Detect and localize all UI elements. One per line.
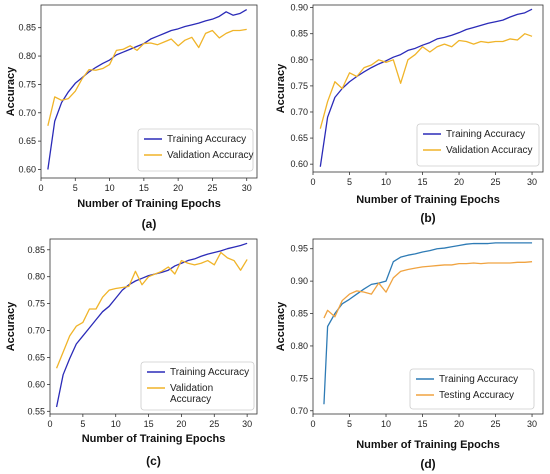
chart-4-series-line-1 bbox=[323, 242, 533, 405]
chart-2-x-tick-label-2: 10 bbox=[381, 177, 391, 187]
chart-3-legend-label-2-line-2: Accuracy bbox=[170, 394, 211, 405]
chart-3-y-tick-label-0: 0.55 bbox=[27, 406, 45, 416]
chart-3-y-axis-label: Accuracy bbox=[5, 301, 17, 351]
chart-4-series-line-2 bbox=[323, 261, 533, 319]
chart-4-x-tick-label-6: 30 bbox=[527, 419, 537, 429]
chart-3-series-line-2 bbox=[55, 251, 248, 369]
chart-2-x-tick-label-3: 15 bbox=[418, 177, 428, 187]
chart-3-y-tick-label-4: 0.75 bbox=[27, 299, 45, 309]
chart-3-x-tick-label-0: 0 bbox=[47, 419, 52, 429]
chart-3-x-tick-label-2: 10 bbox=[111, 419, 121, 429]
chart-2-y-tick-label-4: 0.80 bbox=[290, 55, 308, 65]
chart-1-x-tick-label-3: 15 bbox=[139, 183, 149, 193]
chart-3-y-tick-label-1: 0.60 bbox=[27, 379, 45, 389]
chart-2-y-tick-label-5: 0.85 bbox=[290, 29, 308, 39]
chart-1-legend-label-2: Validation Accuracy bbox=[167, 150, 254, 161]
chart-2-series-line-2 bbox=[319, 33, 533, 129]
chart-4-plot-frame bbox=[312, 238, 544, 415]
chart-1-y-tick-label-0: 0.60 bbox=[18, 164, 36, 174]
chart-1-y-tick-label-1: 0.65 bbox=[18, 136, 36, 146]
chart-2-legend-label-1: Training Accuracy bbox=[446, 129, 525, 140]
chart-2-x-tick-label-4: 20 bbox=[454, 177, 464, 187]
chart-4-legend-label-1: Training Accuracy bbox=[439, 374, 518, 385]
chart-2-y-axis-label: Accuracy bbox=[275, 63, 287, 113]
chart-2-y-tick-label-3: 0.75 bbox=[290, 81, 308, 91]
chart-2-x-tick-label-1: 5 bbox=[347, 177, 352, 187]
chart-4-panel-label: (d) bbox=[420, 457, 435, 471]
chart-1-legend-label-1: Training Accuracy bbox=[167, 134, 246, 145]
chart-4-x-tick-label-5: 25 bbox=[491, 419, 501, 429]
chart-2-y-tick-label-0: 0.60 bbox=[290, 159, 308, 169]
chart-1-y-tick-label-5: 0.85 bbox=[18, 23, 36, 33]
chart-4-y-axis-label: Accuracy bbox=[275, 301, 287, 351]
chart-1-series-line-2 bbox=[47, 28, 247, 126]
chart-1-legend-box bbox=[137, 128, 254, 172]
chart-4-y-tick-label-3: 0.85 bbox=[290, 309, 308, 319]
chart-1-x-tick-label-0: 0 bbox=[38, 183, 43, 193]
chart-1-plot-frame bbox=[40, 4, 258, 179]
chart-1-x-tick-label-1: 5 bbox=[73, 183, 78, 193]
chart-2-legend-box bbox=[416, 123, 540, 167]
chart-4-x-tick-label-2: 10 bbox=[381, 419, 391, 429]
chart-1-y-tick-label-4: 0.80 bbox=[18, 51, 36, 61]
chart-3-panel-label: (c) bbox=[146, 454, 161, 468]
chart-4-y-tick-label-0: 0.70 bbox=[290, 406, 308, 416]
chart-4-legend-box bbox=[409, 368, 535, 410]
chart-4-legend-label-2: Testing Accuracy bbox=[439, 390, 514, 401]
chart-2-y-tick-label-6: 0.90 bbox=[290, 3, 308, 13]
chart-3-x-axis-label: Number of Training Epochs bbox=[82, 433, 226, 445]
chart-3-legend-label-1: Training Accuracy bbox=[170, 367, 249, 378]
chart-3-legend-label-2-line-1: Validation bbox=[170, 383, 213, 394]
chart-4-x-tick-label-4: 20 bbox=[454, 419, 464, 429]
chart-3-x-tick-label-3: 15 bbox=[144, 419, 154, 429]
chart-4-y-tick-label-5: 0.95 bbox=[290, 244, 308, 254]
chart-1-x-tick-label-4: 20 bbox=[173, 183, 183, 193]
chart-1-x-tick-label-2: 10 bbox=[105, 183, 115, 193]
chart-2-series-line-1 bbox=[319, 8, 533, 167]
chart-1-y-tick-label-2: 0.70 bbox=[18, 108, 36, 118]
chart-1-x-axis-label: Number of Training Epochs bbox=[77, 198, 221, 210]
chart-4-y-tick-label-4: 0.90 bbox=[290, 276, 308, 286]
chart-2-panel-label: (b) bbox=[420, 211, 435, 225]
chart-4-x-axis-label: Number of Training Epochs bbox=[356, 439, 500, 451]
chart-3-y-tick-label-5: 0.80 bbox=[27, 272, 45, 282]
chart-3-x-tick-label-1: 5 bbox=[80, 419, 85, 429]
chart-1-panel-label: (a) bbox=[142, 217, 157, 231]
chart-2-y-tick-label-1: 0.65 bbox=[290, 133, 308, 143]
chart-1-y-axis-label: Accuracy bbox=[5, 66, 17, 116]
chart-3-y-tick-label-6: 0.85 bbox=[27, 245, 45, 255]
chart-4-x-tick-label-1: 5 bbox=[347, 419, 352, 429]
chart-4-y-tick-label-1: 0.75 bbox=[290, 373, 308, 383]
chart-3-y-tick-label-3: 0.70 bbox=[27, 326, 45, 336]
chart-2-x-tick-label-5: 25 bbox=[491, 177, 501, 187]
chart-3-x-tick-label-5: 25 bbox=[209, 419, 219, 429]
chart-1-x-tick-label-5: 25 bbox=[207, 183, 217, 193]
chart-3-x-tick-label-4: 20 bbox=[176, 419, 186, 429]
chart-2-x-axis-label: Number of Training Epochs bbox=[356, 194, 500, 206]
chart-1-y-tick-label-3: 0.75 bbox=[18, 79, 36, 89]
chart-2-legend-label-2: Validation Accuracy bbox=[446, 145, 533, 156]
chart-4-x-tick-label-0: 0 bbox=[310, 419, 315, 429]
chart-1-series-line-1 bbox=[47, 8, 248, 170]
chart-3-plot-frame bbox=[49, 238, 258, 415]
chart-2-x-tick-label-0: 0 bbox=[310, 177, 315, 187]
chart-2-plot-frame bbox=[312, 4, 544, 173]
chart-4-x-tick-label-3: 15 bbox=[418, 419, 428, 429]
chart-3-x-tick-label-6: 30 bbox=[242, 419, 252, 429]
chart-3-y-tick-label-2: 0.65 bbox=[27, 352, 45, 362]
chart-2-y-tick-label-2: 0.70 bbox=[290, 107, 308, 117]
chart-1-x-tick-label-6: 30 bbox=[242, 183, 252, 193]
chart-4-y-tick-label-2: 0.80 bbox=[290, 341, 308, 351]
chart-3-legend-box bbox=[140, 361, 255, 411]
chart-2-x-tick-label-6: 30 bbox=[527, 177, 537, 187]
